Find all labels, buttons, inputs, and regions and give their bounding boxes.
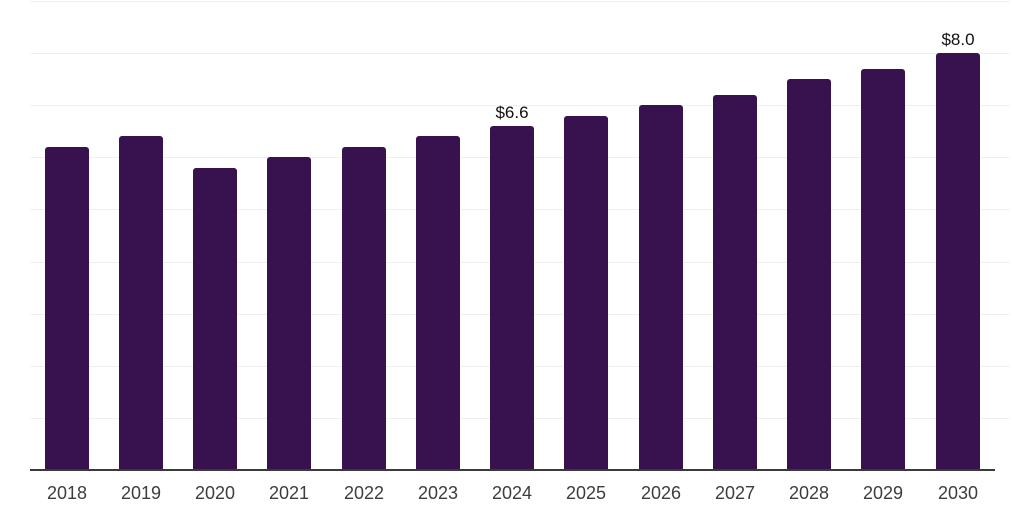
bar-2026	[639, 105, 683, 470]
x-tick-label-2029: 2029	[862, 483, 904, 503]
gridline-8	[30, 53, 1010, 54]
bar-2022	[342, 147, 386, 470]
x-tick-label-2026: 2026	[640, 483, 682, 503]
x-tick-label-2020: 2020	[194, 483, 236, 503]
bar-2028	[787, 79, 831, 470]
bar-2024	[490, 126, 534, 470]
x-tick-label-2024: 2024	[491, 483, 533, 503]
bar-2019	[119, 136, 163, 470]
bar-2020	[193, 168, 237, 470]
bar-2027	[713, 95, 757, 470]
bar-2029	[861, 69, 905, 470]
x-tick-label-2027: 2027	[714, 483, 756, 503]
gridline-7	[30, 105, 1010, 106]
x-tick-label-2018: 2018	[46, 483, 88, 503]
x-tick-label-2025: 2025	[565, 483, 607, 503]
bar-2021	[267, 157, 311, 470]
bar-2030	[936, 53, 980, 470]
x-tick-label-2023: 2023	[417, 483, 459, 503]
x-tick-label-2028: 2028	[788, 483, 830, 503]
gridline-9	[30, 1, 1010, 2]
value-label-2030: $8.0	[941, 30, 975, 49]
value-label-2024: $6.6	[495, 103, 529, 122]
x-tick-label-2030: 2030	[937, 483, 979, 503]
bar-2023	[416, 136, 460, 470]
x-axis-line	[30, 469, 995, 471]
bar-2025	[564, 116, 608, 470]
x-tick-label-2022: 2022	[343, 483, 385, 503]
x-tick-label-2019: 2019	[120, 483, 162, 503]
x-tick-label-2021: 2021	[268, 483, 310, 503]
bar-2018	[45, 147, 89, 470]
